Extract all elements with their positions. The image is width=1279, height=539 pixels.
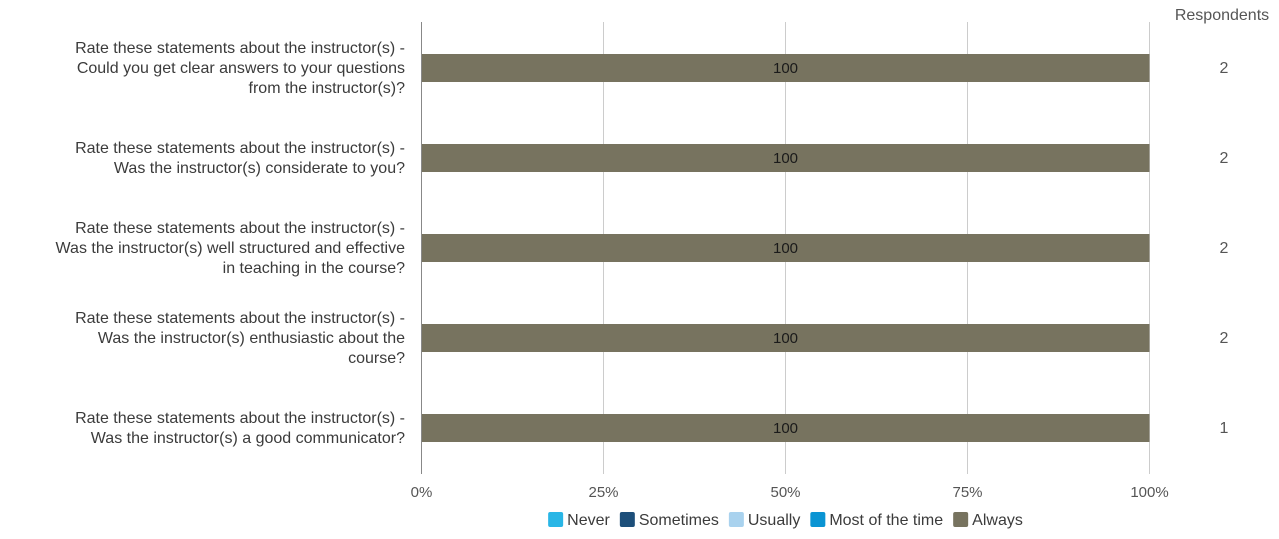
category-label-line: Was the instructor(s) well structured an…	[56, 240, 406, 257]
bar-segment	[421, 324, 1150, 352]
respondents-column: Respondents 2 2 2 2 1	[1175, 7, 1269, 437]
legend: Never Sometimes Usually Most of the time Alw…	[548, 512, 1023, 529]
respondent-count: 2	[1220, 330, 1229, 347]
respondent-count: 2	[1220, 150, 1229, 167]
bar-segment	[421, 414, 1150, 442]
legend-swatch	[810, 512, 826, 527]
x-tick-label: 25%	[588, 484, 618, 501]
category-label-line: Rate these statements about the instruct…	[75, 140, 405, 157]
bar-data-label: 100	[773, 420, 798, 437]
bar-data-label: 100	[773, 60, 798, 77]
bar-data-label: 100	[773, 240, 798, 257]
legend-label: Most of the time	[829, 512, 943, 529]
legend-label: Always	[972, 512, 1023, 529]
legend-label: Never	[567, 512, 610, 529]
x-tick-label: 0%	[411, 484, 433, 501]
bar-segment	[421, 234, 1150, 262]
x-tick-label: 75%	[952, 484, 982, 501]
category-label-line: Rate these statements about the instruct…	[75, 220, 405, 237]
bar-segment	[421, 144, 1150, 172]
legend-item: Never	[548, 512, 611, 529]
respondent-count: 2	[1220, 240, 1229, 257]
respondent-count: 2	[1220, 60, 1229, 77]
legend-swatch	[728, 512, 744, 527]
x-tick-label: 100%	[1130, 484, 1168, 501]
category-label-line: from the instructor(s)?	[249, 80, 406, 97]
category-label-line: Could you get clear answers to your ques…	[77, 60, 405, 77]
axes: 0% 25% 50% 75% 100%	[411, 22, 1169, 501]
legend-item: Always	[953, 512, 1023, 529]
legend-item: Usually	[728, 512, 800, 529]
legend-label: Sometimes	[639, 512, 719, 529]
category-label-line: in teaching in the course?	[223, 260, 405, 277]
bar-data-label: 100	[773, 150, 798, 167]
category-label-line: Was the instructor(s) considerate to you…	[114, 160, 405, 177]
legend-item: Most of the time	[810, 512, 943, 529]
category-label-line: Rate these statements about the instruct…	[75, 40, 405, 57]
x-tick-label: 50%	[770, 484, 800, 501]
legend-swatch	[548, 512, 564, 527]
category-label-line: Rate these statements about the instruct…	[75, 410, 405, 427]
legend-swatch	[953, 512, 969, 527]
bars: 100 100 100 100 100	[421, 54, 1150, 442]
category-label-line: Was the instructor(s) a good communicato…	[91, 430, 405, 447]
legend-label: Usually	[748, 512, 800, 529]
bar-segment	[421, 54, 1150, 82]
category-label-line: Was the instructor(s) enthusiastic about…	[98, 330, 405, 347]
category-label-line: Rate these statements about the instruct…	[75, 310, 405, 327]
category-labels: Rate these statements about the instruct…	[56, 40, 406, 447]
legend-item: Sometimes	[619, 512, 719, 529]
bar-data-label: 100	[773, 330, 798, 347]
legend-swatch	[619, 512, 635, 527]
respondent-count: 1	[1220, 420, 1229, 437]
category-label-line: course?	[348, 350, 405, 367]
respondents-header: Respondents	[1175, 7, 1269, 24]
